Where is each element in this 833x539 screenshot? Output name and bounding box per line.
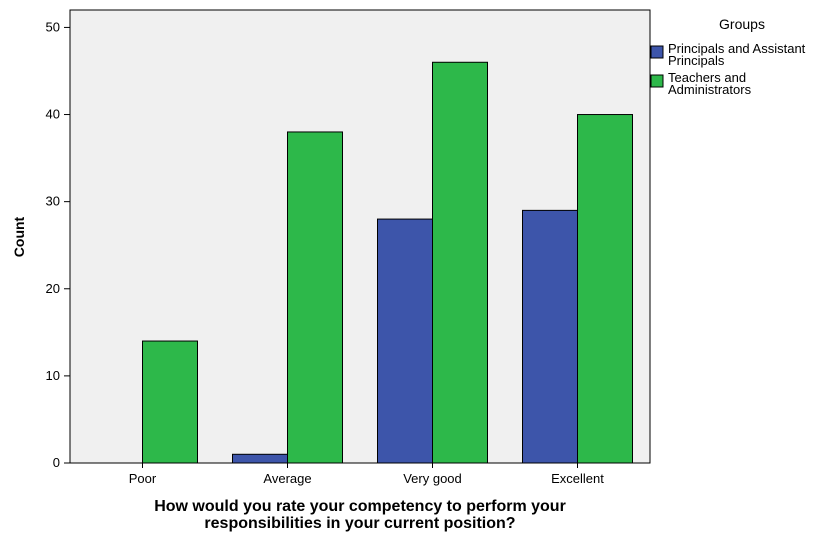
x-category-label: Excellent [551, 471, 604, 486]
legend-label: Principals and Assistant [668, 41, 806, 56]
y-axis: 0 10 20 30 40 50 [46, 19, 70, 470]
x-axis: Poor Average Very good Excellent [129, 463, 604, 486]
bars-group [142, 61, 633, 464]
x-category-label: Average [263, 471, 311, 486]
x-axis-title-line-2: responsibilities in your current positio… [204, 515, 515, 532]
legend-label: Principals [668, 53, 725, 68]
bar-principals-very-good [377, 218, 433, 464]
bar-teachers-poor [142, 340, 198, 464]
legend-swatch-teachers [650, 74, 664, 88]
legend-label: Teachers and [668, 70, 746, 85]
bar-teachers-average [287, 131, 343, 464]
y-tick-label: 0 [53, 455, 60, 470]
y-tick-label: 20 [46, 281, 60, 296]
x-axis-title-line-1: How would you rate your competency to pe… [154, 498, 566, 515]
y-tick-label: 30 [46, 194, 60, 209]
legend-title: Groups [719, 16, 765, 32]
bar-principals-average [232, 453, 288, 464]
bar-principals-excellent [522, 209, 578, 464]
bar-teachers-excellent [577, 114, 633, 464]
x-category-label: Poor [129, 471, 157, 486]
legend-swatch-principals [650, 45, 664, 59]
legend: Groups Principals and AssistantPrincipal… [650, 16, 806, 97]
y-tick-label: 50 [46, 19, 60, 34]
legend-label: Administrators [668, 82, 752, 97]
y-tick-label: 40 [46, 107, 60, 122]
y-axis-title: Count [11, 216, 27, 257]
y-tick-label: 10 [46, 368, 60, 383]
bar-teachers-very-good [432, 61, 488, 464]
x-category-label: Very good [403, 471, 462, 486]
